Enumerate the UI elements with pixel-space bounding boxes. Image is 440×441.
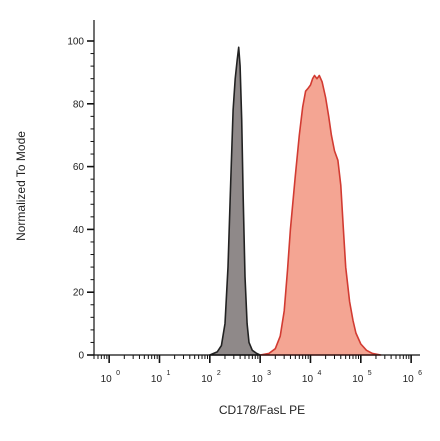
x-tick-label: 10 <box>352 374 364 385</box>
y-axis-title: Normalized To Mode <box>14 131 28 241</box>
histogram-series-1 <box>209 46 261 356</box>
x-tick-exponent: 6 <box>418 370 422 377</box>
x-tick-exponent: 2 <box>217 370 221 377</box>
x-tick-exponent: 3 <box>267 370 271 377</box>
x-tick-exponent: 5 <box>368 370 372 377</box>
x-tick-label: 10 <box>201 374 213 385</box>
x-tick-label: 10 <box>151 374 163 385</box>
y-tick-label: 20 <box>73 288 85 299</box>
y-tick-label: 40 <box>73 225 85 236</box>
x-tick-label: 10 <box>403 374 415 385</box>
x-tick-label: 10 <box>302 374 314 385</box>
plot-area <box>209 46 382 356</box>
x-tick-label: 10 <box>252 374 264 385</box>
x-tick-exponent: 0 <box>116 370 120 377</box>
x-axis-title: CD178/FasL PE <box>219 403 305 417</box>
y-tick-label: 0 <box>78 351 84 362</box>
x-tick-label: 10 <box>101 374 113 385</box>
y-tick-label: 100 <box>67 37 84 48</box>
histogram-series-2 <box>259 74 382 356</box>
x-tick-exponent: 1 <box>166 370 170 377</box>
x-tick-exponent: 4 <box>317 370 321 377</box>
y-tick-label: 80 <box>73 99 85 110</box>
y-tick-label: 60 <box>73 162 85 173</box>
